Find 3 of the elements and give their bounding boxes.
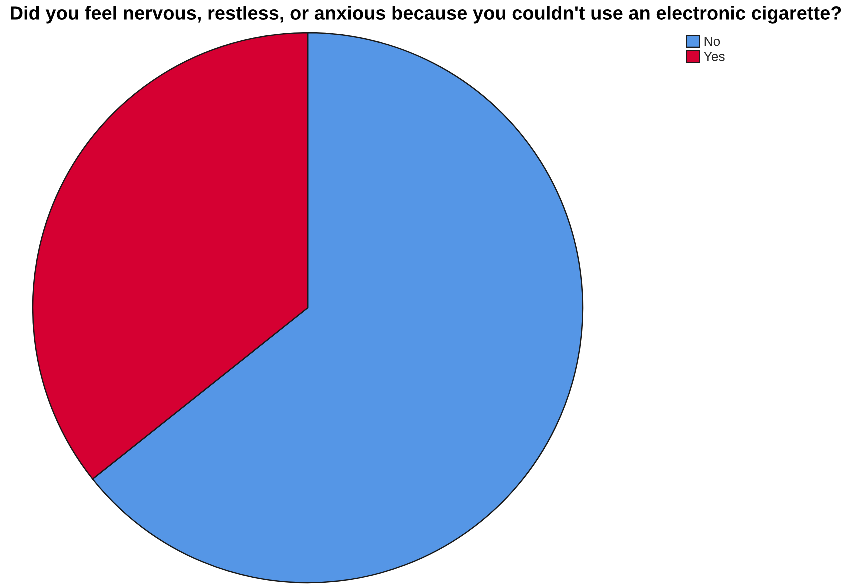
chart-title: Did you feel nervous, restless, or anxious because you couldn't use an electronic cigarette? xyxy=(11,6,842,24)
legend-label: No xyxy=(704,36,720,46)
legend-label: Yes xyxy=(704,52,725,62)
